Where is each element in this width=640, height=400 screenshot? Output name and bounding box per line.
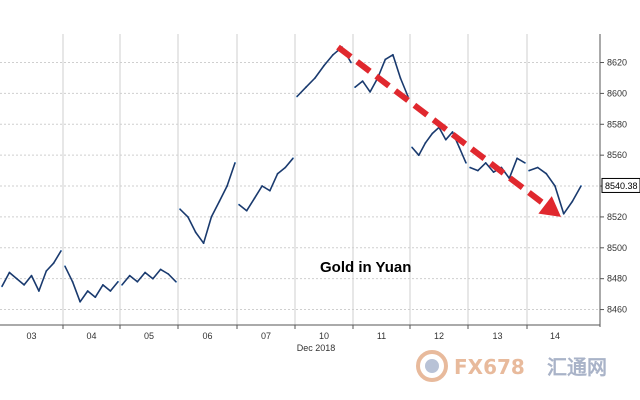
x-tick-label: 12 (434, 331, 444, 341)
y-tick-label: 8620 (607, 58, 627, 68)
y-tick-label: 8580 (607, 119, 627, 129)
last-value-box (601, 177, 640, 193)
x-tick-label: 03 (26, 331, 36, 341)
trend-arrow (336, 44, 561, 217)
x-tick-label: 11 (377, 331, 386, 341)
x-tick-label: 05 (144, 331, 154, 341)
watermark-chinese: 汇通网 (547, 355, 607, 379)
series-layer (1, 46, 582, 303)
last-value-label: 8540.38 (605, 181, 638, 191)
x-tick-label: 13 (492, 331, 502, 341)
watermark-brand: FX678 (454, 355, 525, 379)
x-axis-label: Dec 2018 (297, 343, 336, 353)
x-tick-label: 07 (261, 331, 271, 341)
trend-arrow-head (538, 196, 561, 217)
chart-annotation: Gold in Yuan (320, 259, 411, 276)
x-tick-label: 04 (86, 331, 96, 341)
trend-arrow-shaft (336, 44, 547, 208)
watermark-logo-icon (416, 350, 448, 382)
axis-layer: 8460848085008520854085608580860086200304… (0, 34, 640, 353)
series-line (1, 46, 582, 303)
watermark: FX678 汇通网 (416, 350, 607, 382)
y-tick-label: 8600 (607, 88, 627, 98)
y-tick-label: 8460 (607, 305, 627, 315)
y-tick-label: 8520 (607, 212, 627, 222)
x-tick-label: 06 (202, 331, 212, 341)
y-tick-label: 8560 (607, 150, 627, 160)
y-tick-label: 8480 (607, 274, 627, 284)
x-tick-label: 14 (550, 331, 560, 341)
y-tick-label: 8500 (607, 243, 627, 253)
x-tick-label: 10 (319, 331, 329, 341)
